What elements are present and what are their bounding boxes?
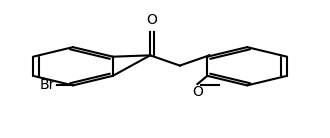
Text: O: O — [192, 85, 203, 99]
Text: Br: Br — [40, 78, 55, 92]
Text: O: O — [147, 13, 158, 27]
